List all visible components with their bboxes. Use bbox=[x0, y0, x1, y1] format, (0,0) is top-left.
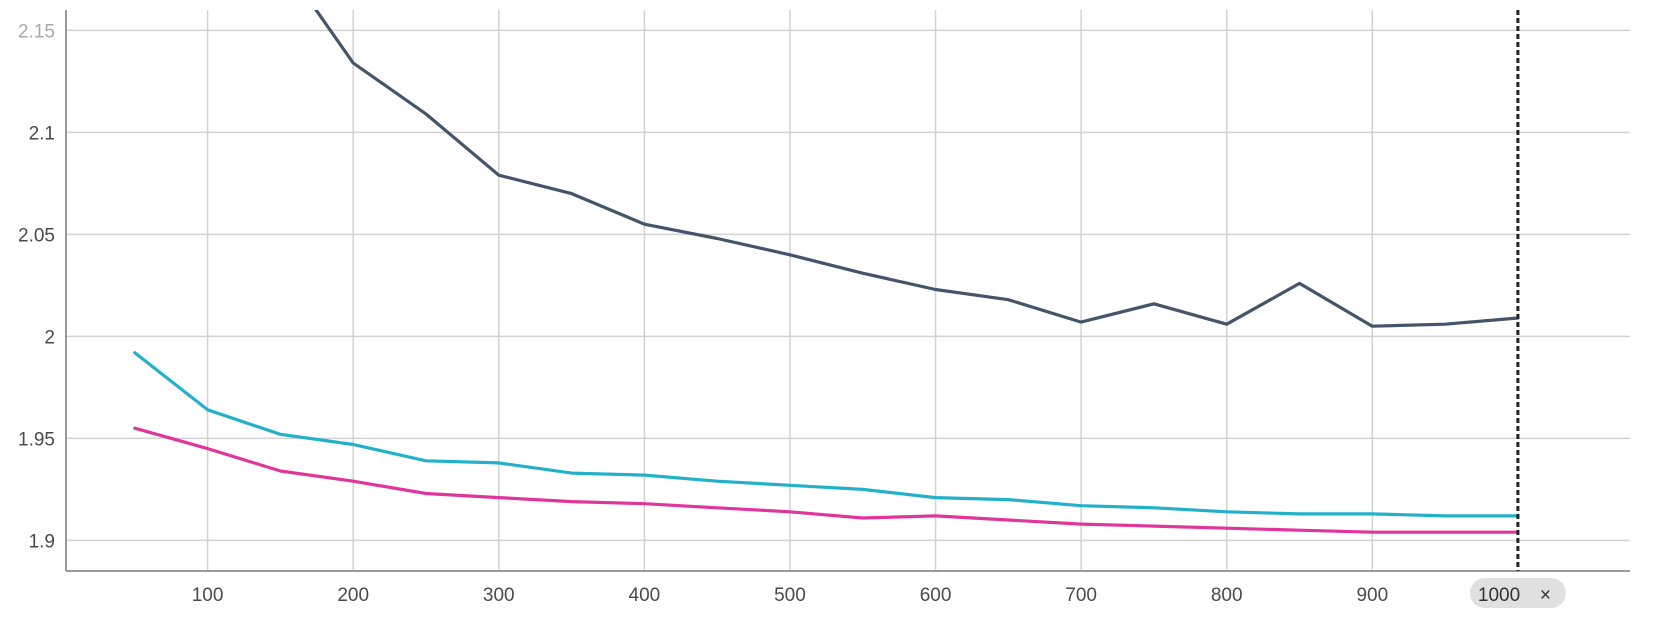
series-line-3 bbox=[133, 426, 1520, 534]
y-tick-label: 1.95 bbox=[18, 429, 55, 450]
cursor-value-label: 1000 bbox=[1478, 585, 1520, 606]
hover-cursor[interactable]: 1000 × bbox=[1469, 10, 1566, 608]
horizontal-gridlines bbox=[66, 29, 1630, 542]
x-tick-label: 200 bbox=[337, 585, 369, 606]
x-tick-label: 300 bbox=[483, 585, 515, 606]
x-tick-label: 400 bbox=[629, 585, 661, 606]
y-tick-label: 1.9 bbox=[29, 531, 55, 552]
x-tick-label: 900 bbox=[1356, 585, 1388, 606]
cursor-chip[interactable] bbox=[1469, 578, 1566, 608]
x-tick-label: 500 bbox=[774, 585, 806, 606]
y-tick-label: 2.05 bbox=[18, 225, 55, 246]
x-tick-labels: 100 200 300 400 500 600 700 800 900 bbox=[192, 585, 1388, 606]
y-tick-label: 2.1 bbox=[29, 123, 55, 144]
y-tick-labels: 1.9 1.95 2 2.05 2.1 2.15 bbox=[18, 21, 55, 552]
series-lines bbox=[133, 10, 1520, 534]
x-tick-label: 700 bbox=[1065, 585, 1097, 606]
series-line-1 bbox=[314, 10, 1520, 328]
x-tick-label: 100 bbox=[192, 585, 224, 606]
x-tick-label: 600 bbox=[920, 585, 952, 606]
cursor-close-icon[interactable]: × bbox=[1540, 585, 1551, 606]
series-line-2 bbox=[133, 351, 1520, 518]
y-tick-label: 2 bbox=[44, 327, 55, 348]
x-tick-label: 800 bbox=[1211, 585, 1243, 606]
y-tick-label: 2.15 bbox=[18, 21, 55, 42]
